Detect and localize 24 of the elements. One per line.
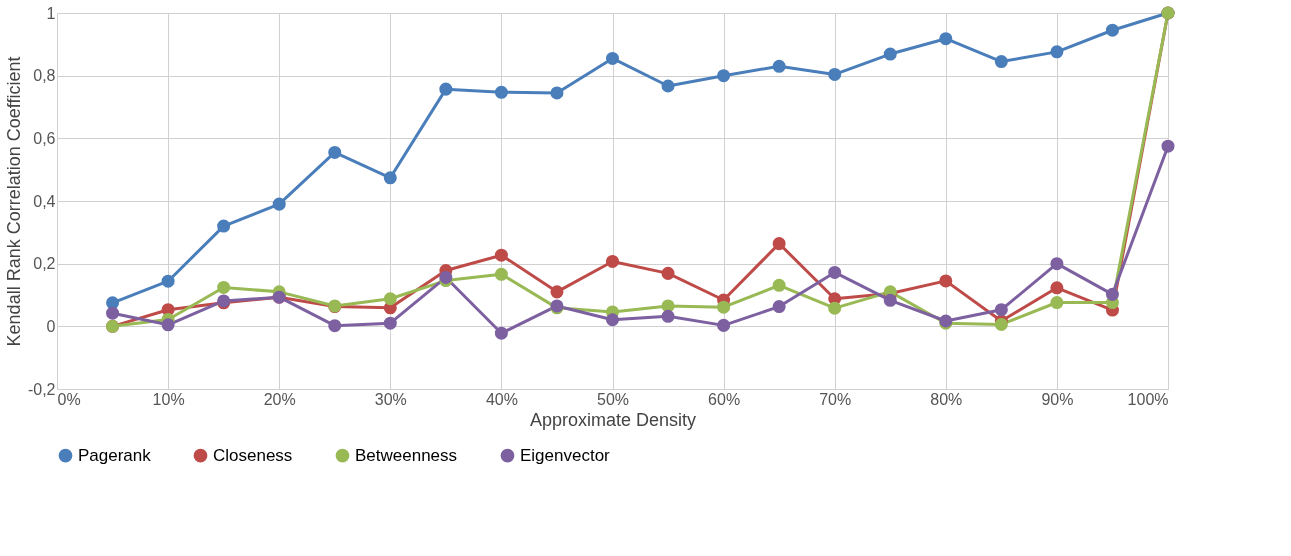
x-tick-label: 10% — [152, 390, 185, 408]
x-tick-label: 30% — [374, 390, 407, 408]
y-tick-label: 0 — [46, 317, 56, 335]
y-tick-label: 0,8 — [33, 67, 56, 85]
x-tick-label: 20% — [263, 390, 296, 408]
y-tick-label: 0,6 — [33, 129, 56, 147]
legend-label: Pagerank — [78, 445, 152, 465]
x-tick-label: 40% — [485, 390, 518, 408]
x-tick-label: 70% — [819, 390, 852, 408]
legend-label: Eigenvector — [520, 445, 611, 465]
x-tick-label: 90% — [1041, 390, 1074, 408]
y-tick-label: -0,2 — [27, 380, 56, 398]
y-tick-label: 1 — [46, 4, 56, 22]
y-tick-label: 0,4 — [33, 192, 56, 210]
x-axis-title: Approximate Density — [529, 409, 697, 430]
y-axis-title: Kendall Rank Correlation Coefficient — [3, 56, 24, 347]
legend-label: Betweenness — [355, 445, 458, 465]
x-tick-label: 0% — [57, 390, 81, 408]
x-tick-label: 80% — [930, 390, 963, 408]
x-tick-label: 50% — [596, 390, 630, 408]
x-tick-label: 100% — [1127, 390, 1169, 408]
legend-label: Closeness — [213, 445, 293, 465]
y-tick-label: 0,2 — [33, 255, 56, 273]
x-tick-label: 60% — [708, 390, 741, 408]
